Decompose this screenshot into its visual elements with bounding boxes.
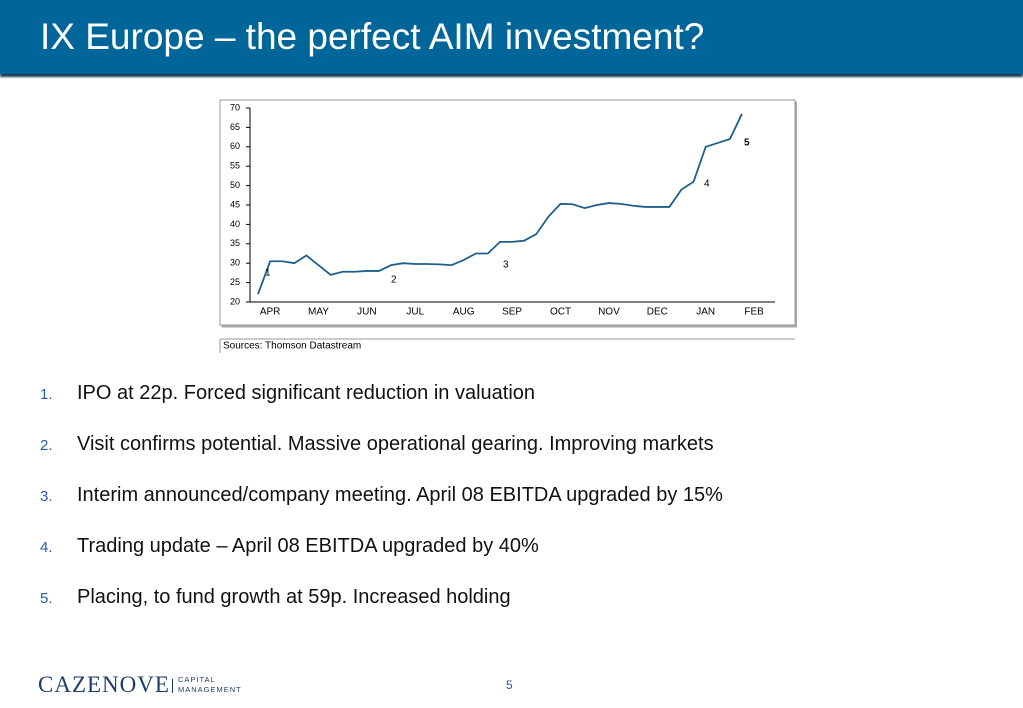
chart-frame [219, 99, 796, 326]
note-item: 4. Trading update – April 08 EBITDA upgra… [40, 535, 723, 586]
y-tick-label: 30 [230, 258, 240, 268]
x-tick-label: JAN [696, 307, 715, 318]
y-tick-label: 60 [230, 141, 240, 151]
note-number: 3. [40, 488, 53, 505]
y-tick-label: 35 [230, 238, 240, 248]
y-tick-label: 65 [230, 122, 240, 132]
y-tick-label: 40 [230, 219, 240, 229]
y-tick-label: 45 [230, 199, 240, 209]
x-tick-label: SEP [502, 307, 522, 318]
note-number: 2. [40, 437, 53, 454]
note-text: IPO at 22p. Forced significant reduction… [77, 382, 536, 404]
note-item: 2. Visit confirms potential. Massive oper… [40, 433, 723, 484]
logo-line: CAPITAL [178, 675, 216, 684]
note-text: Visit confirms potential. Massive operat… [77, 433, 714, 455]
annotation: 4 [704, 179, 710, 190]
x-tick-label: JUL [406, 307, 424, 318]
price-line [257, 113, 743, 295]
chart-box: Sources: Thomson Datastream 20 25 30 35 40 45… [219, 99, 797, 360]
annotation: 3 [503, 260, 509, 271]
note-item: 3. Interim announced/company meeting. Apr… [40, 484, 723, 535]
logo-line: MANAGEMENT [178, 685, 242, 694]
note-item: 1. IPO at 22p. Forced significant reducti… [40, 382, 723, 433]
x-tick-label: DEC [647, 307, 668, 318]
y-tick-label: 25 [230, 277, 240, 287]
logo: CAZENOVE CAPITAL MANAGEMENT [38, 672, 241, 698]
header: IX Europe – the perfect AIM investment? [0, 0, 1023, 74]
note-number: 1. [40, 386, 53, 403]
note-number: 4. [40, 539, 53, 556]
annotation: 1 [265, 268, 271, 279]
note-number: 5. [40, 590, 53, 607]
x-tick-label: NOV [598, 307, 620, 318]
x-tick-label: APR [260, 307, 281, 318]
source: Sources: Thomson Datastream [223, 341, 361, 352]
logo-sub: CAPITAL MANAGEMENT [178, 675, 242, 695]
note-text: Interim announced/company meeting. April… [77, 484, 723, 506]
y-tick-label: 55 [230, 161, 240, 171]
y-tick-label: 70 [230, 102, 240, 112]
logo-divider [172, 679, 173, 693]
note-text: Trading update – April 08 EBITDA upgrade… [77, 535, 539, 557]
annotation: 5 [744, 138, 750, 149]
y-tick-label: 50 [230, 180, 240, 190]
title: IX Europe – the perfect AIM investment? [40, 16, 705, 57]
chart: Sources: Thomson Datastream 202530354045… [219, 99, 796, 353]
y-tick-label: 20 [230, 296, 240, 306]
note-item: 5. Placing, to fund growth at 59p. Increa… [40, 586, 723, 637]
x-tick-label: OCT [550, 307, 571, 318]
notes-list: 1. IPO at 22p. Forced significant reducti… [40, 382, 723, 637]
page-number: 5 [506, 678, 513, 692]
x-tick-label: JUN [357, 307, 376, 318]
x-tick-label: AUG [453, 307, 475, 318]
annotation: 2 [391, 275, 397, 286]
note-text: Placing, to fund growth at 59p. Increase… [77, 586, 511, 608]
x-tick-label: MAY [308, 307, 329, 318]
x-tick-label: FEB [744, 307, 764, 318]
logo-text: CAZENOVE [38, 672, 170, 697]
